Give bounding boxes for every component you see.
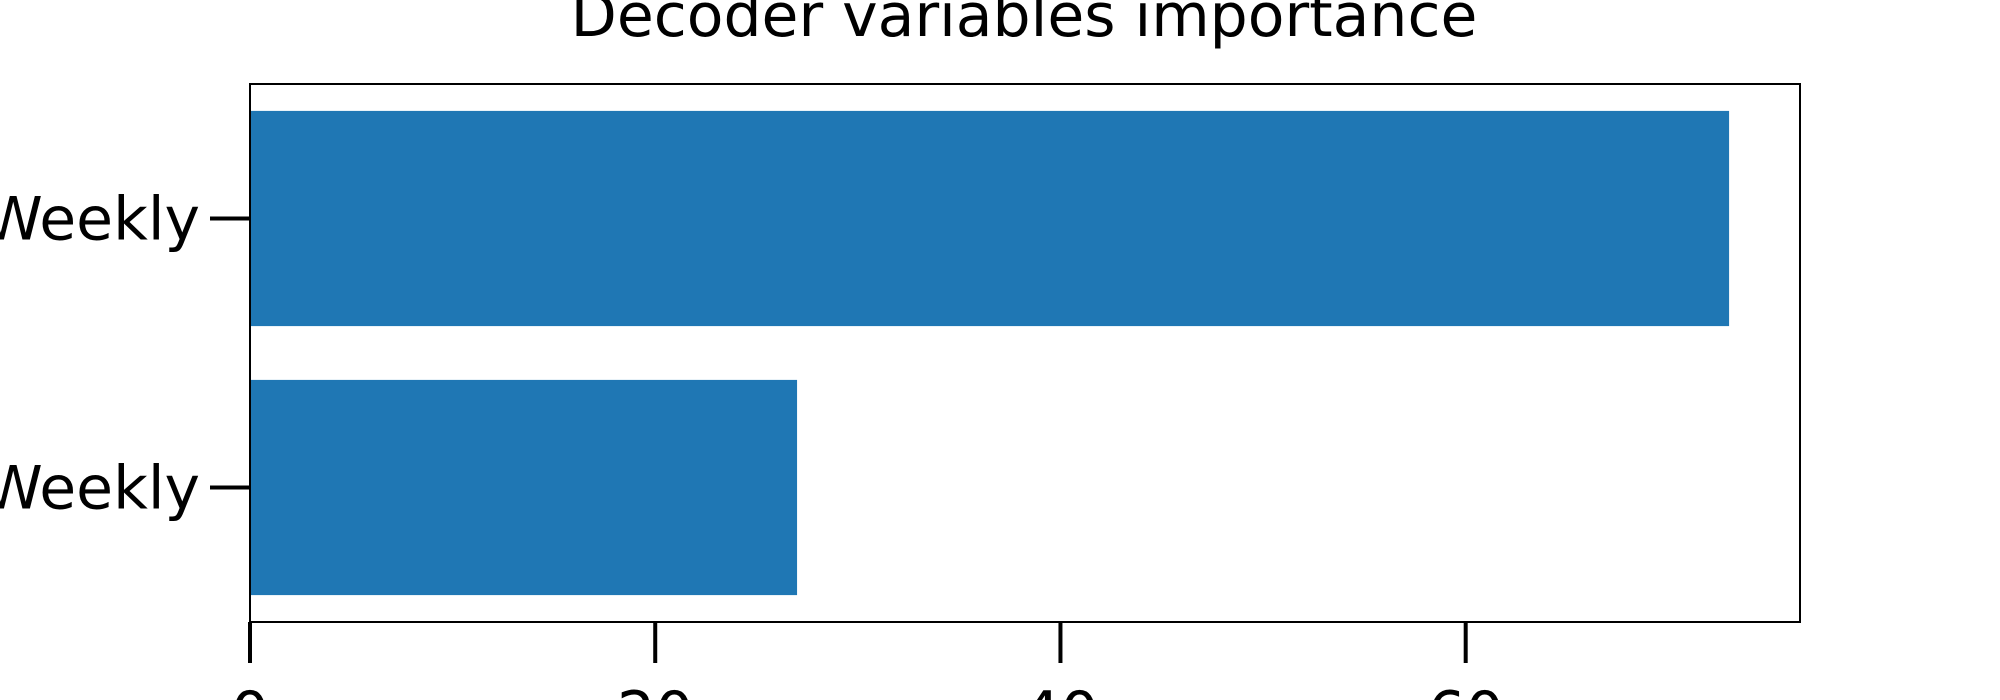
plot-frame	[249, 83, 1801, 623]
bar	[250, 379, 798, 596]
y-tick-label: Weekly	[0, 454, 200, 524]
y-tick-label: Weekly	[0, 185, 200, 255]
x-tick-label: 20	[617, 679, 693, 700]
x-tick-label: 40	[1022, 679, 1098, 700]
x-tick-label: 0	[231, 679, 269, 700]
x-tick-label: 60	[1428, 679, 1504, 700]
bar	[250, 110, 1730, 327]
chart-title: Decoder variables importance	[571, 0, 1478, 51]
